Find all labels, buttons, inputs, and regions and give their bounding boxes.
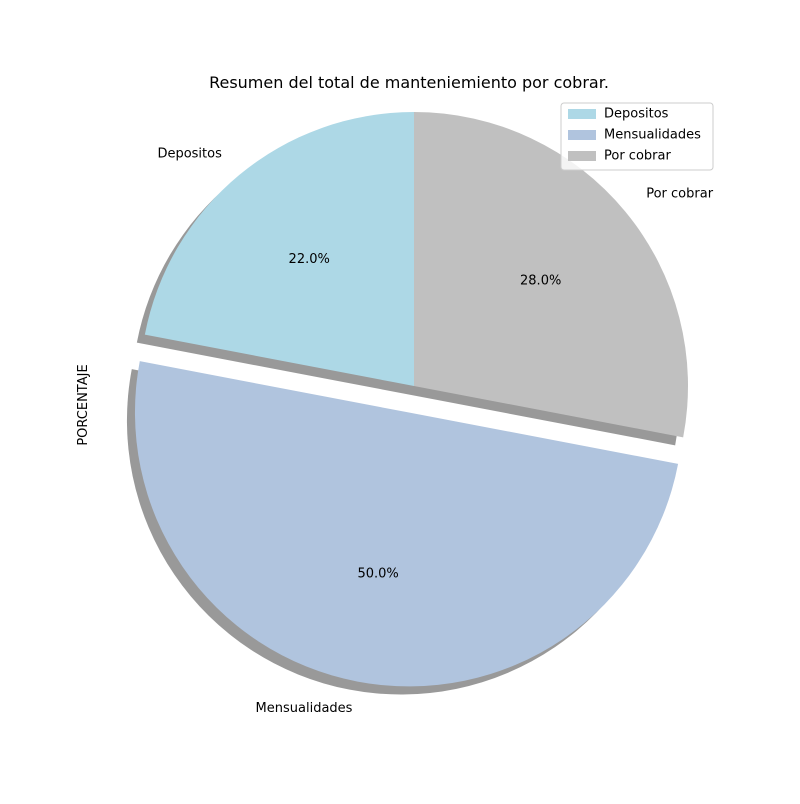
category-label-mensualidades: Mensualidades [256, 701, 353, 716]
pie-slices [134, 112, 689, 687]
legend-label-mensualidades: Mensualidades [604, 128, 701, 143]
legend-label-depositos: Depositos [604, 107, 669, 122]
pie-slice-depositos [144, 112, 415, 386]
legend: Depositos Mensualidades Por cobrar [560, 102, 714, 171]
y-axis-label: PORCENTAJE [76, 364, 91, 445]
pie-slice-por-cobrar [414, 112, 689, 438]
percent-label-mensualidades: 50.0% [357, 567, 398, 582]
legend-swatch-depositos [568, 109, 596, 119]
chart-title: Resumen del total de manteniemiento por … [209, 73, 609, 92]
legend-box [560, 102, 714, 171]
legend-label-por-cobrar: Por cobrar [604, 149, 671, 164]
pie-slice-mensualidades [134, 361, 679, 687]
percent-label-depositos: 22.0% [289, 252, 330, 267]
category-label-por-cobrar: Por cobrar [646, 186, 713, 201]
percent-label-por-cobrar: 28.0% [520, 274, 561, 289]
legend-swatch-mensualidades [568, 130, 596, 140]
pie-labels: Depositos 22.0% Mensualidades 50.0% Por cobr… [157, 146, 713, 716]
legend-swatch-por-cobrar [568, 151, 596, 161]
category-label-depositos: Depositos [157, 146, 222, 161]
